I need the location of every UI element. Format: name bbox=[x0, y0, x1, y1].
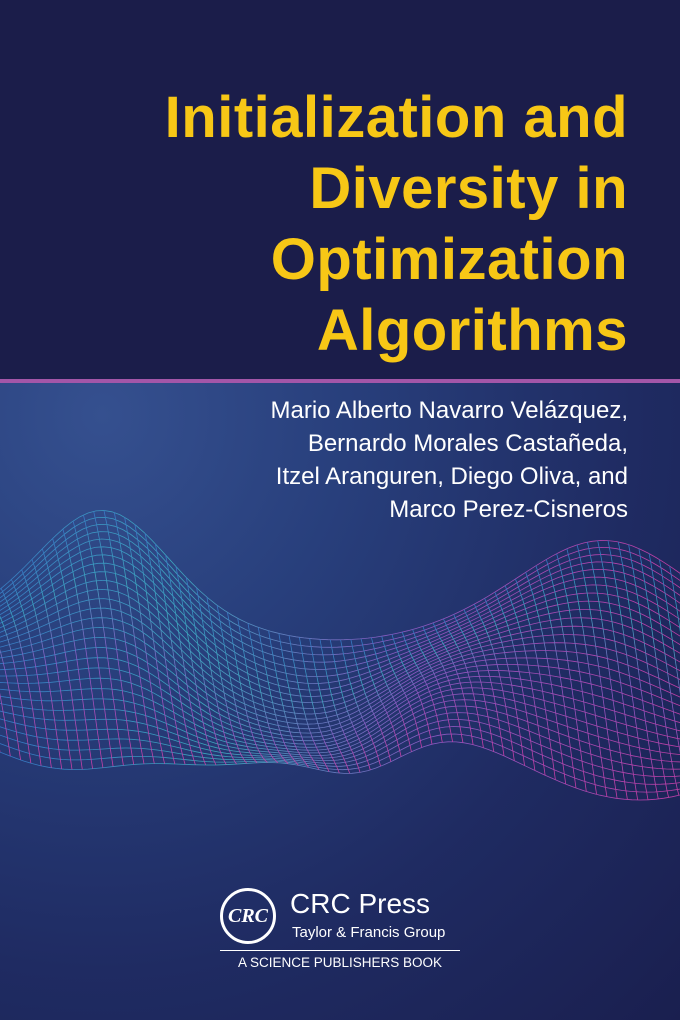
mesh-line bbox=[206, 597, 248, 764]
mesh-line bbox=[278, 633, 320, 770]
mesh-line bbox=[0, 692, 11, 757]
mesh-line bbox=[391, 634, 433, 745]
mesh-line bbox=[124, 517, 165, 764]
mesh-line bbox=[0, 741, 680, 801]
author-line: Marco Perez-Cisneros bbox=[389, 496, 628, 523]
mesh-line bbox=[257, 627, 299, 766]
mesh-line bbox=[72, 520, 114, 767]
publisher-name: CRC Press bbox=[290, 888, 431, 919]
mesh-line bbox=[103, 510, 145, 764]
mesh-line bbox=[587, 542, 628, 800]
mesh-line bbox=[11, 579, 52, 768]
mesh-line bbox=[648, 553, 680, 754]
mesh-line bbox=[669, 566, 680, 633]
mesh-line bbox=[83, 514, 124, 766]
mesh-line bbox=[484, 598, 525, 766]
mesh-line bbox=[0, 571, 680, 697]
crc-logo-icon: CRC bbox=[220, 888, 276, 944]
publisher-logo: CRC CRC Press Taylor & Francis Group A S… bbox=[212, 888, 468, 978]
mesh-line bbox=[350, 639, 392, 762]
mesh-line bbox=[0, 648, 21, 760]
mesh-line bbox=[504, 585, 546, 776]
mesh-line bbox=[659, 559, 680, 695]
mesh-line bbox=[31, 559, 73, 770]
mesh-line bbox=[566, 548, 608, 797]
mesh-line bbox=[175, 566, 217, 766]
publisher-imprint: A SCIENCE PUBLISHERS BOOK bbox=[237, 955, 443, 970]
divider-rule bbox=[0, 379, 680, 383]
author-line: Itzel Aranguren, Diego Oliva, and bbox=[275, 463, 628, 490]
mesh-line bbox=[329, 639, 371, 771]
publisher-divider bbox=[220, 950, 460, 951]
mesh-line bbox=[299, 637, 340, 774]
mesh-line bbox=[432, 622, 474, 745]
mesh-line bbox=[216, 605, 258, 764]
mesh-line bbox=[268, 630, 309, 768]
mesh-line bbox=[134, 524, 176, 765]
mesh-line bbox=[41, 548, 83, 770]
mesh-line bbox=[93, 511, 135, 765]
mesh-line bbox=[247, 623, 289, 764]
mesh-line bbox=[638, 548, 680, 796]
author-line: Bernardo Morales Castañeda, bbox=[307, 430, 628, 457]
mesh-line bbox=[463, 609, 505, 756]
mesh-line bbox=[21, 569, 63, 770]
mesh-line bbox=[155, 543, 196, 765]
mesh-line bbox=[607, 540, 649, 800]
mesh-line bbox=[62, 528, 104, 768]
mesh-line bbox=[319, 639, 361, 773]
mesh-line bbox=[0, 615, 32, 764]
mesh-line bbox=[556, 553, 597, 795]
mesh-line bbox=[422, 626, 464, 743]
mesh-line bbox=[515, 578, 556, 780]
mesh-line bbox=[227, 612, 268, 763]
mesh-line bbox=[0, 588, 42, 766]
publisher-group: Taylor & Francis Group bbox=[292, 924, 446, 941]
mesh-line bbox=[0, 510, 680, 641]
mesh-line bbox=[0, 546, 680, 677]
mesh-line bbox=[185, 577, 227, 765]
title-line: Initialization and bbox=[164, 85, 628, 150]
mesh-line bbox=[288, 635, 330, 772]
mesh-line bbox=[443, 618, 484, 748]
title-line: Diversity in bbox=[309, 156, 628, 221]
title-line: Algorithms bbox=[316, 298, 628, 363]
mesh-line bbox=[412, 629, 453, 742]
title-line: Optimization bbox=[270, 227, 628, 292]
mesh-line bbox=[144, 533, 186, 765]
mesh-line bbox=[453, 614, 495, 752]
mesh-line bbox=[237, 618, 278, 764]
book-title: Initialization and Diversity in Optimiza… bbox=[165, 82, 628, 366]
mesh-line bbox=[494, 591, 536, 771]
mesh-line bbox=[617, 541, 659, 799]
mesh-line bbox=[597, 540, 639, 801]
wave-mesh-illustration bbox=[0, 510, 680, 801]
mesh-line bbox=[52, 538, 93, 769]
mesh-line bbox=[628, 544, 669, 798]
author-line: Mario Alberto Navarro Velázquez, bbox=[270, 397, 628, 424]
mesh-line bbox=[196, 587, 237, 765]
authors: Mario Alberto Navarro Velázquez, Bernard… bbox=[270, 394, 628, 526]
mesh-line bbox=[545, 559, 587, 792]
mesh-line bbox=[165, 555, 207, 766]
mesh-line bbox=[360, 638, 402, 757]
cover-top-panel bbox=[0, 0, 680, 380]
mesh-line bbox=[371, 637, 412, 752]
mesh-line bbox=[525, 572, 567, 785]
mesh-line bbox=[113, 512, 155, 764]
mesh-line bbox=[535, 565, 577, 789]
mesh-line bbox=[401, 631, 443, 743]
mesh-line bbox=[381, 636, 423, 748]
mesh-line bbox=[340, 639, 381, 767]
mesh-line bbox=[0, 538, 680, 670]
mesh-line bbox=[309, 638, 351, 774]
mesh-line bbox=[473, 603, 515, 761]
mesh-line bbox=[576, 544, 618, 799]
